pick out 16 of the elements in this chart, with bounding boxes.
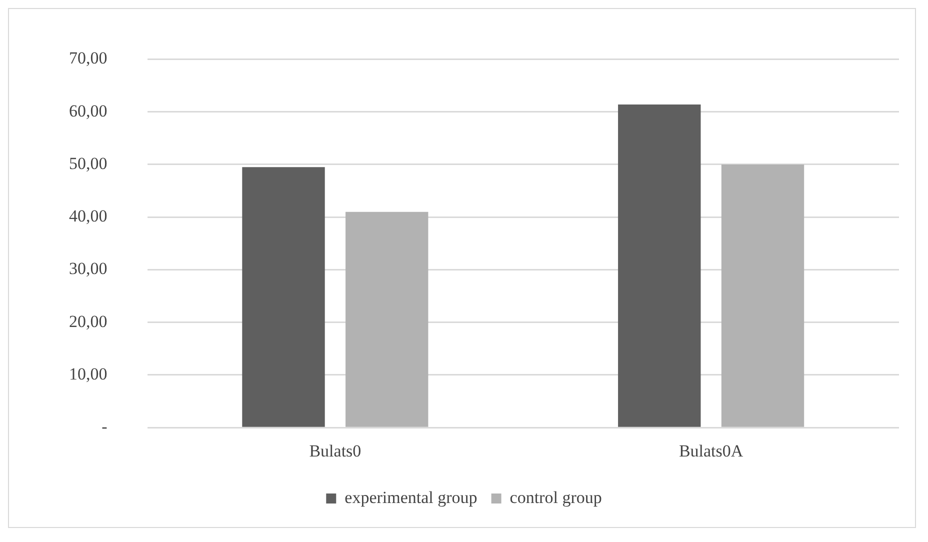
- bar: [618, 104, 701, 427]
- y-tick-label: 20,00: [69, 312, 108, 331]
- y-tick-label: 70,00: [69, 48, 108, 68]
- y-tick-label: 30,00: [69, 259, 108, 278]
- bar: [242, 167, 325, 427]
- x-tick-label: Bulats0A: [678, 441, 744, 460]
- bar: [346, 212, 428, 427]
- y-tick-label: 40,00: [69, 206, 108, 226]
- y-tick-label: 60,00: [69, 101, 108, 120]
- legend-label: control group: [510, 488, 602, 507]
- y-tick-label: -: [102, 417, 108, 436]
- x-tick-label: Bulats0: [309, 441, 362, 460]
- bar: [721, 164, 804, 427]
- legend-label: experimental group: [344, 488, 478, 507]
- y-tick-label: 10,00: [69, 364, 108, 384]
- y-tick-label: 50,00: [69, 154, 108, 173]
